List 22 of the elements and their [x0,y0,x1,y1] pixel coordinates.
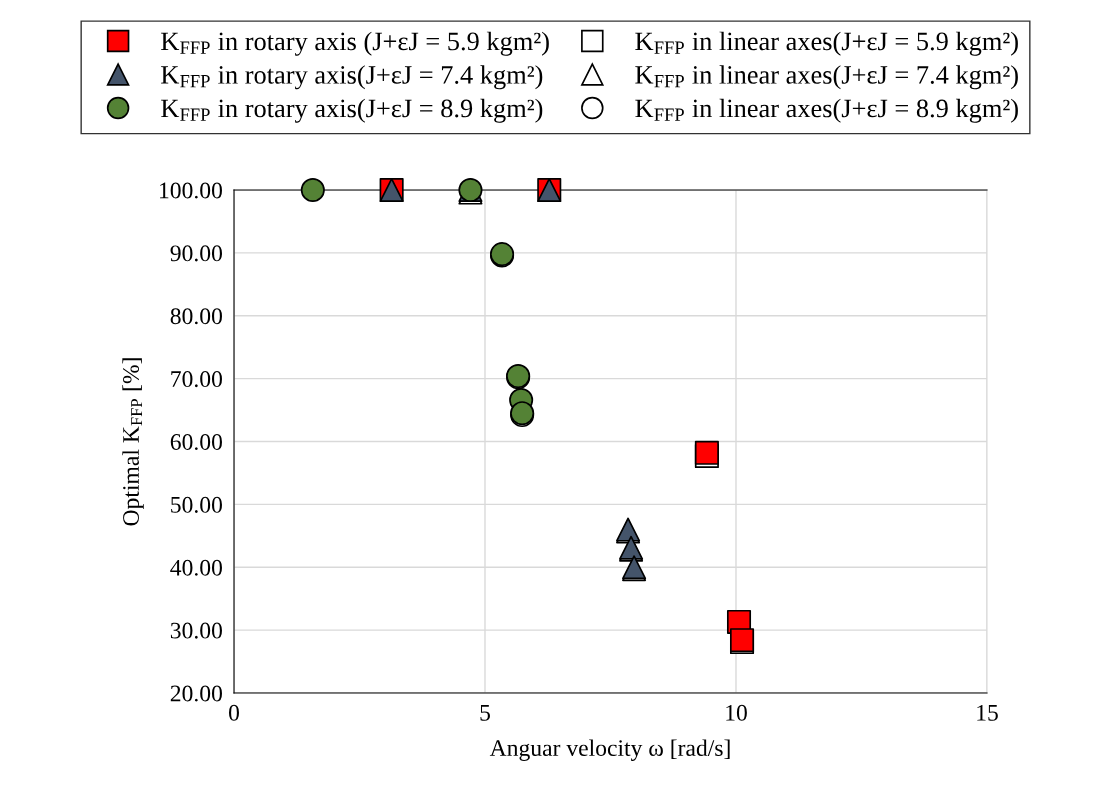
legend-label: K$_{FFP}$ in linear axes(J+εJ = 7.4 kgm²) [635,65,1018,90]
y-tick-label: 30.00 [170,622,222,639]
y-tick-label: 20.00 [170,685,222,702]
legend-label: K$_{FFP}$ in linear axes(J+εJ = 5.9 kgm²) [635,31,1018,56]
y-tick-label: 80.00 [170,308,222,325]
point [300,177,325,203]
y-tick-label: 100.00 [160,182,222,199]
x-tick-label: 15 [977,704,998,721]
y-tick-label: 50.00 [171,496,222,513]
x-tick-label: 10 [726,704,747,721]
legend-label: K$_{FFP}$ in rotary axis (J+εJ = 5.9 kgm²) [161,31,549,56]
legend-label: K$_{FFP}$ in rotary axis(J+εJ = 8.9 kgm²) [161,98,543,123]
legend-label: K$_{FFP}$ in linear axes(J+εJ = 8.9 kgm²) [635,98,1018,123]
legend-label: K$_{FFP}$ in rotary axis(J+εJ = 7.4 kgm²) [161,65,543,90]
y-tick-label: 60.00 [170,433,222,451]
x-axis-title: Anguar velocity ω [rad/s] [489,739,730,761]
y-tick-label: 90.00 [170,245,222,262]
x-tick-label: 0 [229,704,239,721]
y-tick-label: 40.00 [170,559,222,576]
y-axis-title: Optimal K$_{FFP}$ [%] [122,358,144,526]
y-tick-label: 70.00 [171,371,222,388]
x-tick-label: 5 [480,705,490,721]
